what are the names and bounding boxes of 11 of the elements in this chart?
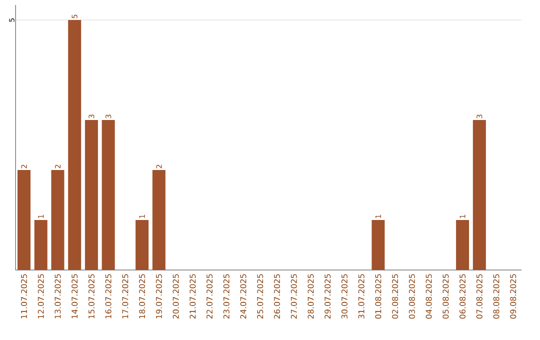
bar <box>51 170 64 270</box>
bar <box>34 220 48 270</box>
bar <box>456 220 470 270</box>
bar <box>472 120 486 270</box>
bar <box>84 120 98 270</box>
bar <box>372 220 385 270</box>
bar <box>18 170 30 270</box>
bar <box>102 120 115 270</box>
bar <box>68 20 82 270</box>
bar <box>152 170 166 270</box>
bar <box>136 220 149 270</box>
